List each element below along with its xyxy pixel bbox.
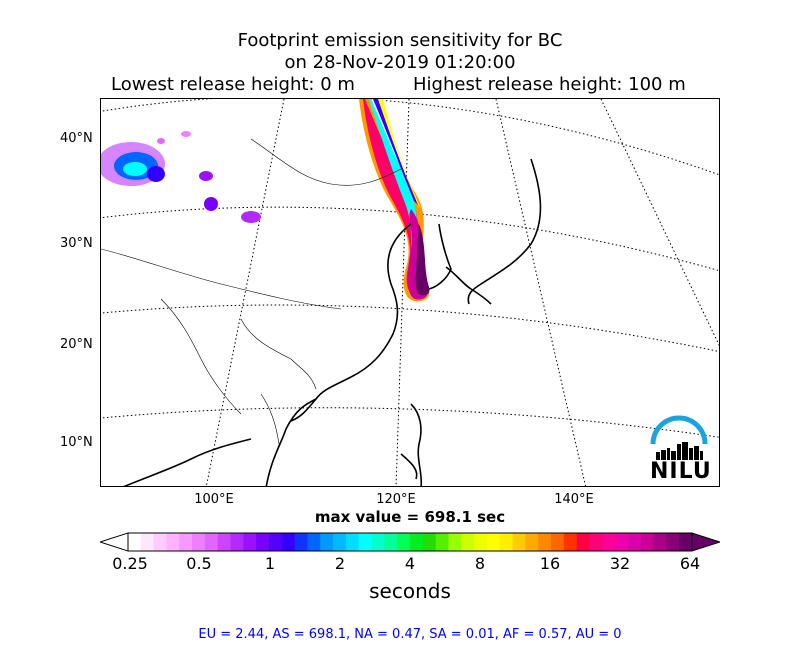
lat-line-40 <box>101 99 719 176</box>
lon-label-140: 140°E <box>554 492 594 507</box>
lat-label-30: 30°N <box>60 236 93 251</box>
colorbar-segment <box>243 533 257 551</box>
colorbar-segment <box>448 533 462 551</box>
logo-arc <box>650 415 708 445</box>
colorbar-segment <box>128 533 142 551</box>
max-value-text: max value = 698.1 sec <box>314 508 506 526</box>
colorbar-segment <box>371 533 385 551</box>
colorbar-segment <box>461 533 475 551</box>
colorbar-segment <box>538 533 552 551</box>
colorbar-segment <box>525 533 539 551</box>
colorbar-segment <box>589 533 603 551</box>
colorbar-label: seconds <box>369 579 451 603</box>
highest-release-height: Highest release height: 100 m <box>413 74 686 95</box>
colorbar-tick-1: 0.5 <box>186 554 212 573</box>
lon-line-160 <box>600 99 719 346</box>
colorbar-segment <box>551 533 565 551</box>
colorbar-tick-8: 64 <box>679 554 701 573</box>
colorbar-segment <box>269 533 283 551</box>
colorbar-segment <box>486 533 501 551</box>
lon-line-140 <box>495 99 587 486</box>
colorbar-frame <box>127 532 693 552</box>
coastlines <box>123 158 542 486</box>
colorbar-segment <box>230 533 244 551</box>
colorbar-tick-2: 1 <box>264 554 276 573</box>
lon-line-120 <box>395 99 410 486</box>
colorbar-segment <box>384 533 398 551</box>
map-panel[interactable]: NILU <box>100 98 720 487</box>
colorbar-segment <box>576 533 590 551</box>
lat-line-20 <box>101 304 719 353</box>
colorbar-extend-low <box>100 532 129 552</box>
colorbar-extend-high <box>691 532 720 552</box>
colorbar-segment <box>435 533 449 551</box>
colorbar-tick-5: 8 <box>474 554 486 573</box>
colorbar-tick-3: 2 <box>334 554 346 573</box>
colorbar-tick-6: 16 <box>539 554 561 573</box>
colorbar-segment <box>615 533 629 551</box>
colorbar-segment <box>653 533 667 551</box>
title-line-2: on 28-Nov-2019 01:20:00 <box>284 52 516 73</box>
map-canvas <box>101 99 719 486</box>
lat-label-10: 10°N <box>60 435 93 450</box>
colorbar-segment <box>358 533 373 551</box>
colorbar-segment <box>166 533 180 551</box>
nilu-logo <box>648 414 710 484</box>
colorbar-tick-4: 4 <box>404 554 416 573</box>
colorbar-segment <box>204 533 219 551</box>
colorbar-segment <box>499 533 514 551</box>
emission-plume <box>359 99 430 302</box>
colorbar <box>100 532 720 552</box>
colorbar-segment <box>422 533 437 551</box>
colorbar-segment <box>153 533 167 551</box>
lat-label-40: 40°N <box>60 131 93 146</box>
lon-label-100: 100°E <box>194 492 234 507</box>
lon-label-120: 120°E <box>376 492 416 507</box>
logo-skyline <box>656 442 703 460</box>
colorbar-segment <box>256 533 270 551</box>
colorbar-segment <box>192 533 206 551</box>
regional-values-footer: EU = 2.44, AS = 698.1, NA = 0.47, SA = 0… <box>198 627 622 642</box>
colorbar-tick-0: 0.25 <box>112 554 148 573</box>
colorbar-segment <box>512 533 526 551</box>
longitude-lines <box>205 99 719 486</box>
colorbar-segment <box>397 533 411 551</box>
colorbar-segment <box>307 533 321 551</box>
colorbar-segment <box>627 533 642 551</box>
lowest-release-height: Lowest release height: 0 m <box>111 74 355 95</box>
colorbar-segment <box>179 533 193 551</box>
country-borders <box>101 138 402 445</box>
lat-label-20: 20°N <box>60 337 93 352</box>
colorbar-segment <box>294 533 308 551</box>
colorbar-segment <box>474 533 488 551</box>
colorbar-segment <box>410 533 424 551</box>
colorbar-segment <box>666 533 680 551</box>
colorbar-segment <box>602 533 616 551</box>
colorbar-segment <box>320 533 334 551</box>
colorbar-tick-7: 32 <box>609 554 631 573</box>
lat-line-10 <box>101 407 719 438</box>
colorbar-segment <box>679 533 693 551</box>
nilu-logo-text: NILU <box>650 459 712 484</box>
colorbar-segment <box>345 533 360 551</box>
title-line-1: Footprint emission sensitivity for BC <box>237 30 563 51</box>
colorbar-segment <box>333 533 347 551</box>
colorbar-segment <box>640 533 655 551</box>
latitude-lines <box>101 99 719 438</box>
colorbar-segment <box>140 533 155 551</box>
colorbar-segment <box>281 533 296 551</box>
sensitivity-patches <box>101 131 261 223</box>
nilu-logo-graphic <box>650 415 708 460</box>
colorbar-segment <box>217 533 232 551</box>
colorbar-segment <box>563 533 578 551</box>
lat-line-30 <box>101 206 719 272</box>
lon-line-100 <box>205 99 285 486</box>
